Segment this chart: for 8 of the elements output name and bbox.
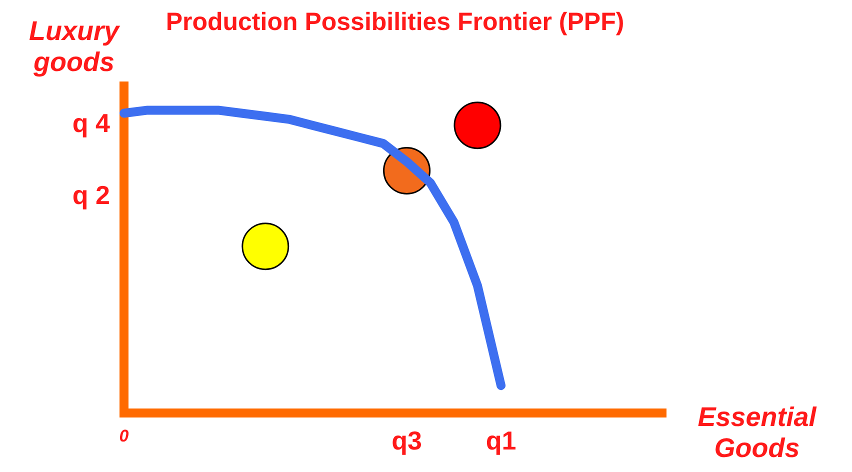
x-tick-label: 0	[119, 426, 130, 446]
chart-title: Production Possibilities Frontier (PPF)	[166, 8, 624, 36]
text: q 2	[72, 180, 110, 210]
y-axis-title: Luxury goods	[28, 16, 121, 78]
text: q 4	[72, 108, 111, 138]
x-axis-title: Essential Goods	[696, 402, 818, 464]
x-tick-label: q1	[486, 426, 516, 456]
x-tick-label: q3	[392, 426, 422, 456]
